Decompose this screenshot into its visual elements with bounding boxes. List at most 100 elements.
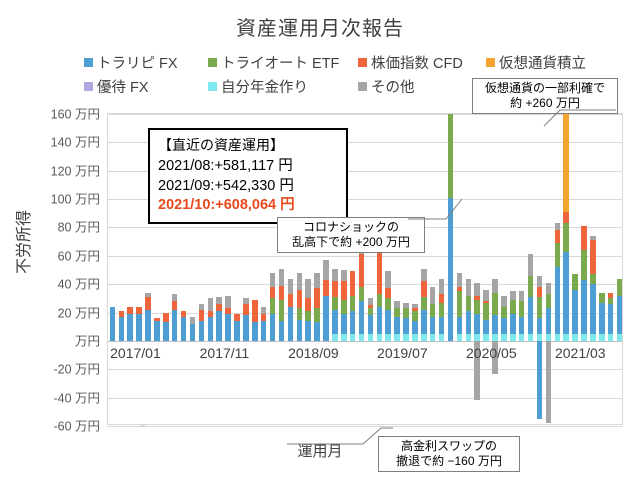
bar-segment: [314, 288, 320, 309]
bar-column[interactable]: [474, 114, 480, 424]
bar-segment: [118, 316, 125, 341]
bar-segment: [465, 311, 472, 334]
bar-column[interactable]: [412, 114, 418, 424]
bar-column[interactable]: [403, 114, 409, 424]
bar-column[interactable]: [323, 114, 329, 424]
bar-segment: [385, 309, 391, 334]
gridline: [108, 170, 622, 172]
bar-column[interactable]: [545, 114, 552, 424]
bar-column[interactable]: [349, 114, 356, 424]
bar-segment: [465, 333, 472, 341]
bar-column[interactable]: [269, 114, 276, 424]
bar-column[interactable]: [180, 114, 187, 424]
bar-segment: [154, 321, 160, 341]
bar-column[interactable]: [287, 114, 294, 424]
bar-column[interactable]: [438, 114, 445, 424]
legend-item-4[interactable]: 優待 FX: [84, 76, 208, 97]
bar-column[interactable]: [492, 114, 498, 424]
bar-column[interactable]: [394, 114, 400, 424]
bar-column[interactable]: [252, 114, 258, 424]
bar-segment: [572, 274, 578, 290]
bar-column[interactable]: [332, 114, 338, 424]
legend-item-5[interactable]: 自分年金作り: [208, 76, 358, 97]
bar-column[interactable]: [456, 114, 463, 424]
bar-column[interactable]: [510, 114, 516, 424]
bar-column[interactable]: [314, 114, 320, 424]
bar-column[interactable]: [260, 114, 267, 424]
summary-box: 【直近の資産運用】 2021/08:+581,117 円 2021/09:+54…: [148, 128, 348, 224]
bar-column[interactable]: [234, 114, 240, 424]
bar-column[interactable]: [536, 114, 543, 424]
bar-segment: [269, 272, 276, 287]
bar-column[interactable]: [198, 114, 205, 424]
bar-segment: [216, 296, 222, 305]
legend-item-2[interactable]: 株価指数 CFD: [358, 52, 486, 73]
bar-column[interactable]: [563, 114, 569, 424]
bar-segment: [572, 333, 578, 341]
bar-column[interactable]: [163, 114, 169, 424]
bar-column[interactable]: [447, 114, 454, 424]
bar-segment: [563, 223, 569, 252]
bar-column[interactable]: [154, 114, 160, 424]
bar-column[interactable]: [189, 114, 196, 424]
bar-column[interactable]: [145, 114, 151, 424]
bar-segment: [403, 302, 409, 309]
bar-column[interactable]: [305, 114, 311, 424]
bar-column[interactable]: [367, 114, 374, 424]
bar-column[interactable]: [607, 114, 614, 424]
bar-segment: [376, 306, 383, 334]
legend-swatch-icon: [208, 82, 217, 91]
bar-column[interactable]: [243, 114, 249, 424]
bar-segment: [536, 333, 543, 341]
bar-segment: [225, 308, 231, 314]
legend-item-0[interactable]: トラリピ FX: [84, 52, 208, 73]
bar-segment: [590, 235, 596, 241]
bar-column[interactable]: [341, 114, 347, 424]
bar-segment: [260, 321, 267, 341]
bar-segment: [163, 312, 169, 323]
bar-segment: [483, 302, 489, 320]
bar-column[interactable]: [501, 114, 507, 424]
bar-column[interactable]: [207, 114, 214, 424]
bar-segment: [545, 333, 552, 341]
callout-line: コロナショックの: [302, 220, 399, 234]
bar-column[interactable]: [127, 114, 133, 424]
bar-column[interactable]: [136, 114, 142, 424]
bar-column[interactable]: [421, 114, 427, 424]
bar-column[interactable]: [572, 114, 578, 424]
bar-column[interactable]: [109, 114, 116, 424]
bar-segment: [269, 298, 276, 314]
bar-column[interactable]: [376, 114, 383, 424]
bar-segment: [474, 333, 480, 341]
bar-column[interactable]: [358, 114, 365, 424]
bar-column[interactable]: [465, 114, 472, 424]
bar-segment: [563, 211, 569, 224]
x-axis-tick-label: 2018/09: [288, 345, 339, 361]
legend-item-6[interactable]: その他: [358, 76, 486, 97]
bar-column[interactable]: [554, 114, 561, 424]
bar-segment: [492, 278, 498, 293]
bar-segment: [483, 319, 489, 334]
legend-item-3[interactable]: 仮想通貨積立: [486, 52, 626, 73]
bar-column[interactable]: [616, 114, 622, 424]
bar-column[interactable]: [118, 114, 125, 424]
bar-segment: [252, 322, 258, 341]
bar-column[interactable]: [385, 114, 391, 424]
bar-column[interactable]: [278, 114, 285, 424]
x-axis-tick-label: 2017/11: [199, 345, 250, 361]
bar-column[interactable]: [296, 114, 303, 424]
bar-column[interactable]: [599, 114, 605, 424]
bar-column[interactable]: [171, 114, 178, 424]
bar-column[interactable]: [225, 114, 231, 424]
bar-column[interactable]: [581, 114, 587, 424]
bar-column[interactable]: [518, 114, 525, 424]
bar-segment: [438, 294, 445, 303]
bar-column[interactable]: [216, 114, 222, 424]
bar-segment: [225, 295, 231, 309]
bar-column[interactable]: [590, 114, 596, 424]
legend-item-1[interactable]: トライオート ETF: [208, 52, 358, 73]
bar-segment: [127, 313, 133, 341]
bar-column[interactable]: [527, 114, 534, 424]
bar-column[interactable]: [429, 114, 436, 424]
bar-column[interactable]: [483, 114, 489, 424]
